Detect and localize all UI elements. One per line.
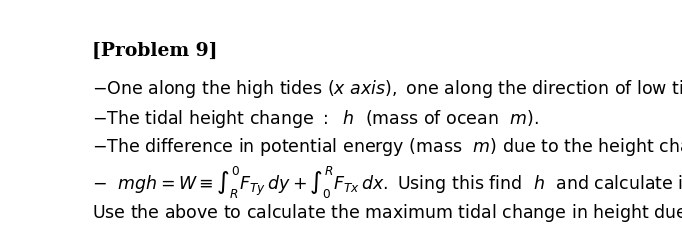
Text: [Problem 9]: [Problem 9]: [91, 42, 217, 60]
Text: $\mathrm{- One\ along\ the\ high\ tides\ (}x\ \mathit{axis}\mathrm{),\ one\ alon: $\mathrm{- One\ along\ the\ high\ tides\…: [91, 78, 682, 100]
Text: $\mathrm{-}\ \ mgh = W \equiv \int_{R}^{0} F_{Ty}\,dy + \int_{0}^{R} F_{Tx}\,dx.: $\mathrm{-}\ \ mgh = W \equiv \int_{R}^{…: [91, 165, 682, 201]
Text: $\mathrm{- The\ difference\ in\ potential\ energy\ (mass\ }\ m\mathrm{)\ due\ to: $\mathrm{- The\ difference\ in\ potentia…: [91, 136, 682, 158]
Text: $\mathrm{- The\ tidal\ height\ change\ :\ }\ h\ \mathrm{\ (mass\ of\ ocean\ }\ m: $\mathrm{- The\ tidal\ height\ change\ :…: [91, 108, 538, 130]
Text: $\mathrm{Use\ the\ above\ to\ calculate\ the\ maximum\ tidal\ change\ in\ height: $\mathrm{Use\ the\ above\ to\ calculate\…: [91, 201, 682, 223]
